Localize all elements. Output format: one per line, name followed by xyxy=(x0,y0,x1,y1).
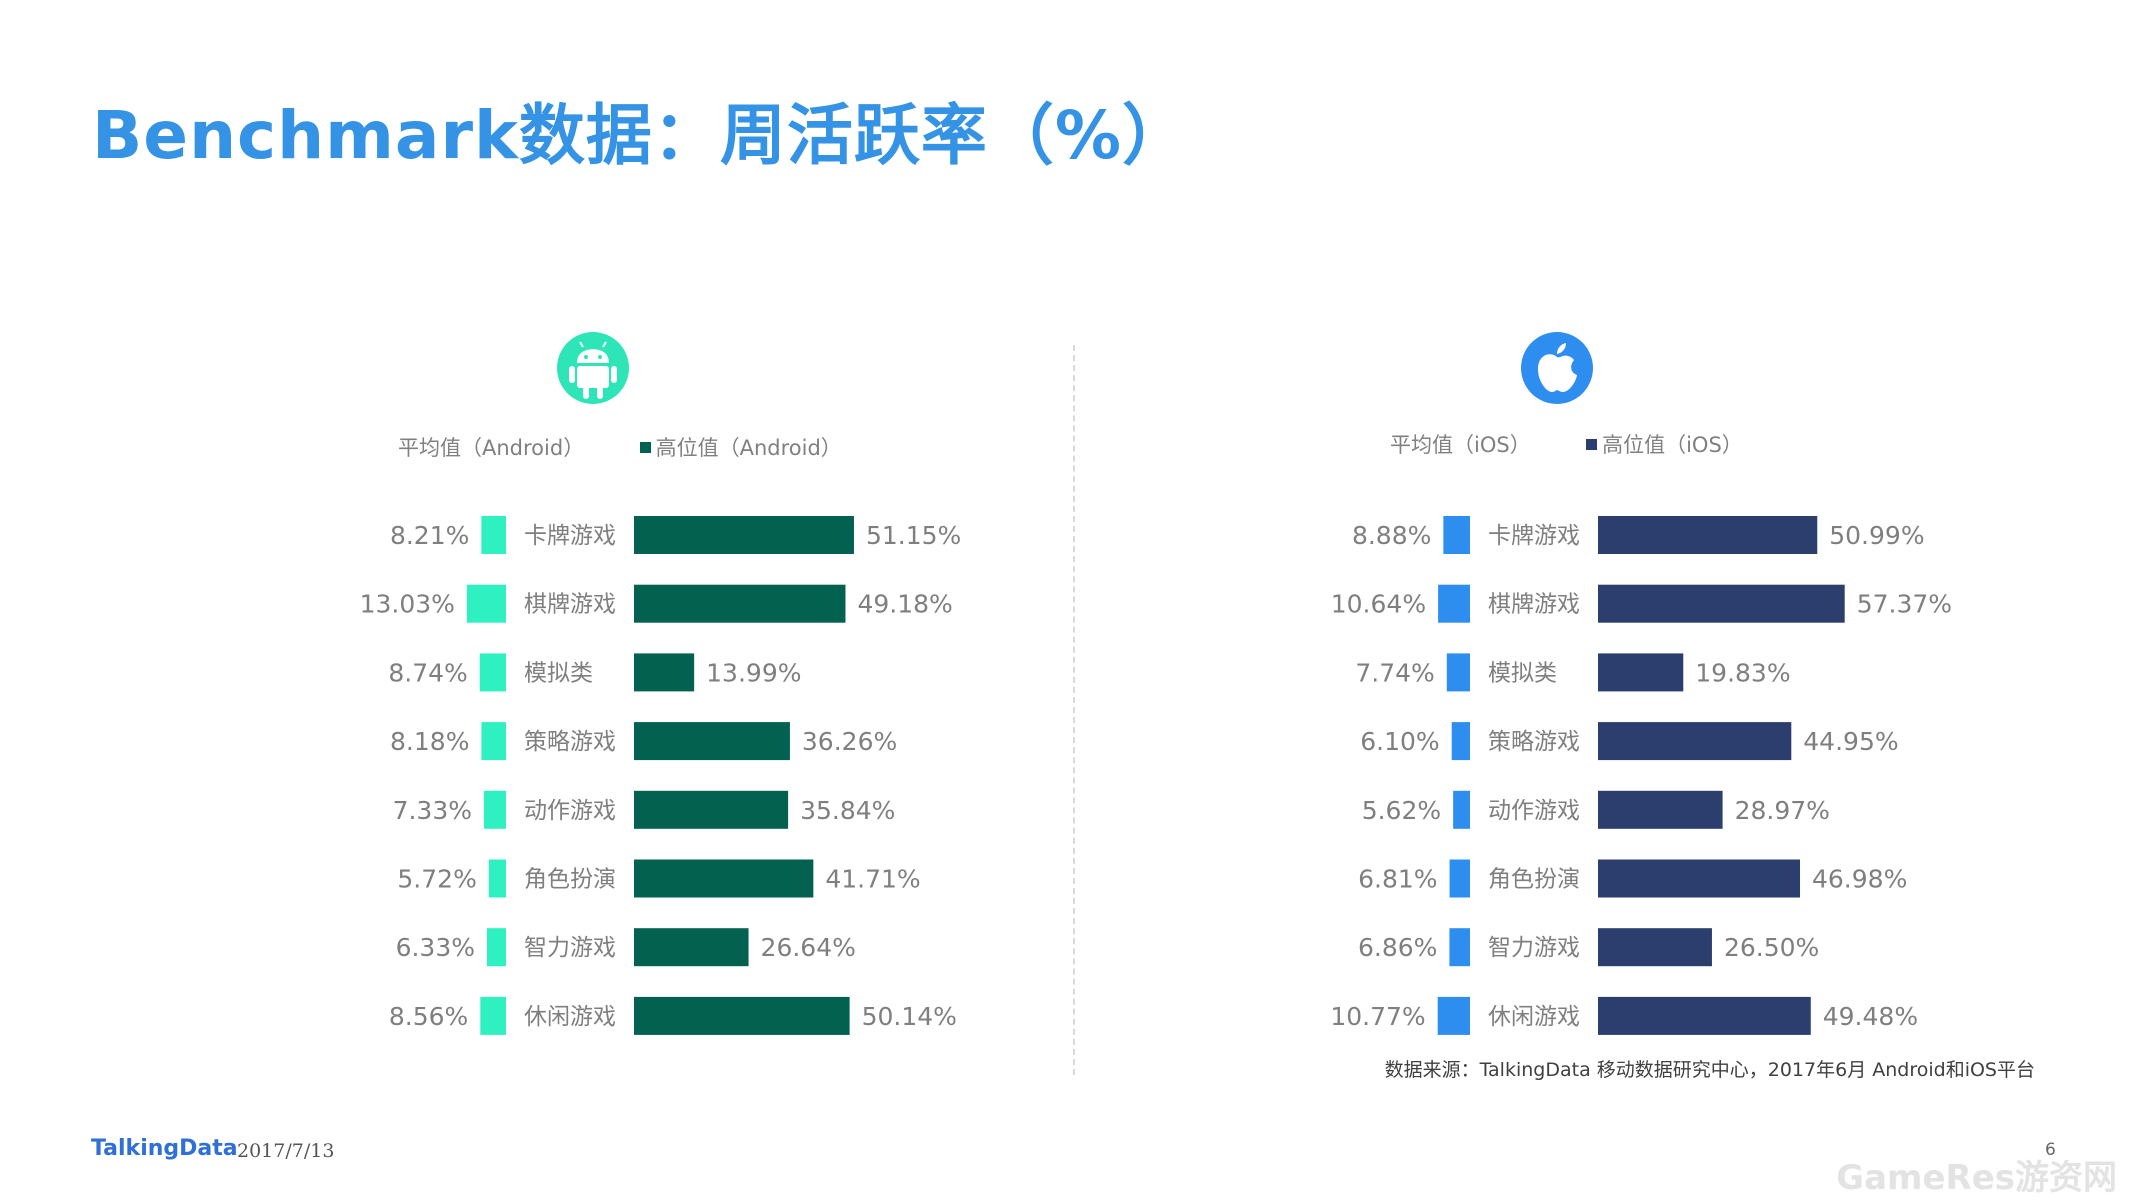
android-high-bar xyxy=(634,653,695,692)
page-title: Benchmark数据：周活跃率（%） xyxy=(92,97,1190,174)
legend-ios: 平均值（iOS） 高位值（iOS） xyxy=(1390,429,1743,459)
android-avg-label: 8.56% xyxy=(389,1002,468,1031)
android-high-label: 36.26% xyxy=(802,727,897,756)
ios-avg-bar xyxy=(1446,653,1470,692)
android-high-label: 35.84% xyxy=(800,796,895,825)
ios-category-label: 策略游戏 xyxy=(1488,729,1580,755)
android-avg-bar xyxy=(484,790,506,829)
ios-high-bar xyxy=(1598,584,1845,623)
apple-icon xyxy=(1520,331,1594,405)
android-avg-label: 8.18% xyxy=(390,727,469,756)
ios-high-bar xyxy=(1598,859,1801,898)
ios-high-bar xyxy=(1598,722,1792,761)
android-category-label: 策略游戏 xyxy=(524,729,616,755)
ios-avg-bar xyxy=(1453,790,1470,829)
android-high-label: 41.71% xyxy=(825,865,920,894)
android-high-bar xyxy=(634,516,854,554)
ios-avg-label: 7.74% xyxy=(1355,658,1434,687)
ios-high-label: 46.98% xyxy=(1812,865,1907,894)
ios-category-label: 模拟类 xyxy=(1488,660,1557,686)
ios-avg-label: 10.77% xyxy=(1330,1002,1425,1031)
brand-logo: TalkingData xyxy=(91,1136,238,1161)
ios-high-label: 19.83% xyxy=(1695,658,1790,687)
legend-high-ios-swatch xyxy=(1586,438,1598,450)
ios-avg-bar xyxy=(1437,996,1470,1035)
ios-high-bar xyxy=(1598,653,1684,692)
android-avg-label: 13.03% xyxy=(360,590,455,619)
legend-high-ios: 高位值（iOS） xyxy=(1602,433,1743,457)
android-category-label: 卡牌游戏 xyxy=(524,523,616,549)
android-high-bar xyxy=(634,790,789,829)
legend-high-android-swatch xyxy=(639,441,651,453)
android-category-label: 动作游戏 xyxy=(524,798,616,824)
android-avg-bar xyxy=(488,859,506,898)
android-category-label: 角色扮演 xyxy=(524,867,616,893)
android-category-label: 模拟类 xyxy=(524,660,593,686)
android-high-label: 13.99% xyxy=(706,658,801,687)
android-avg-label: 8.21% xyxy=(390,521,469,550)
legend-avg-ios: 平均值（iOS） xyxy=(1390,433,1531,457)
android-high-bar xyxy=(634,928,749,967)
android-avg-bar xyxy=(481,722,506,761)
ios-high-label: 57.37% xyxy=(1857,590,1952,619)
ios-avg-label: 6.86% xyxy=(1358,933,1437,962)
ios-avg-bar xyxy=(1449,928,1470,967)
ios-high-bar xyxy=(1598,516,1818,554)
center-divider xyxy=(1073,345,1075,1075)
ios-avg-bar xyxy=(1451,722,1470,761)
page-number: 6 xyxy=(2045,1140,2056,1160)
ios-avg-bar xyxy=(1449,859,1470,898)
ios-category-label: 卡牌游戏 xyxy=(1488,523,1580,549)
ios-high-label: 50.99% xyxy=(1829,521,1924,550)
android-avg-bar xyxy=(466,584,506,623)
android-icon xyxy=(556,331,630,405)
ios-avg-bar xyxy=(1438,584,1470,623)
android-avg-label: 6.33% xyxy=(396,933,475,962)
android-high-label: 50.14% xyxy=(862,1002,957,1031)
ios-high-label: 49.48% xyxy=(1823,1002,1918,1031)
data-source-note: 数据来源：TalkingData 移动数据研究中心，2017年6月 Androi… xyxy=(1384,1059,2035,1081)
ios-avg-label: 10.64% xyxy=(1331,590,1426,619)
legend-high-android: 高位值（Android） xyxy=(655,436,842,460)
ios-avg-label: 5.62% xyxy=(1362,796,1441,825)
ios-high-label: 26.50% xyxy=(1724,933,1819,962)
android-avg-label: 8.74% xyxy=(388,658,467,687)
android-high-label: 26.64% xyxy=(761,933,856,962)
ios-category-label: 休闲游戏 xyxy=(1488,1004,1580,1030)
android-avg-bar xyxy=(481,516,506,554)
android-avg-label: 7.33% xyxy=(393,796,472,825)
android-high-bar xyxy=(634,584,846,623)
ios-high-label: 28.97% xyxy=(1735,796,1830,825)
android-avg-bar xyxy=(479,653,506,692)
android-category-label: 休闲游戏 xyxy=(524,1004,616,1030)
ios-high-bar xyxy=(1598,790,1723,829)
android-avg-bar xyxy=(480,996,506,1035)
ios-high-bar xyxy=(1598,928,1712,967)
ios-avg-label: 6.81% xyxy=(1358,865,1437,894)
legend-avg-android: 平均值（Android） xyxy=(398,436,585,460)
android-high-label: 49.18% xyxy=(857,590,952,619)
android-category-label: 棋牌游戏 xyxy=(524,592,616,618)
android-high-label: 51.15% xyxy=(866,521,961,550)
ios-high-label: 44.95% xyxy=(1803,727,1898,756)
ios-avg-bar xyxy=(1443,516,1470,554)
ios-category-label: 棋牌游戏 xyxy=(1488,592,1580,618)
android-high-bar xyxy=(634,996,850,1035)
ios-avg-label: 6.10% xyxy=(1360,727,1439,756)
ios-category-label: 动作游戏 xyxy=(1488,798,1580,824)
footer-date: 2017/7/13 xyxy=(237,1140,335,1162)
ios-avg-label: 8.88% xyxy=(1352,521,1431,550)
ios-high-bar xyxy=(1598,996,1811,1035)
ios-category-label: 角色扮演 xyxy=(1488,867,1580,893)
watermark: GameRes游资网 xyxy=(1836,1158,2117,1198)
android-avg-bar xyxy=(487,928,506,967)
android-category-label: 智力游戏 xyxy=(524,935,616,961)
android-avg-label: 5.72% xyxy=(397,865,476,894)
legend-android: 平均值（Android） 高位值（Android） xyxy=(398,432,842,462)
android-high-bar xyxy=(634,722,790,761)
ios-category-label: 智力游戏 xyxy=(1488,935,1580,961)
android-high-bar xyxy=(634,859,814,898)
